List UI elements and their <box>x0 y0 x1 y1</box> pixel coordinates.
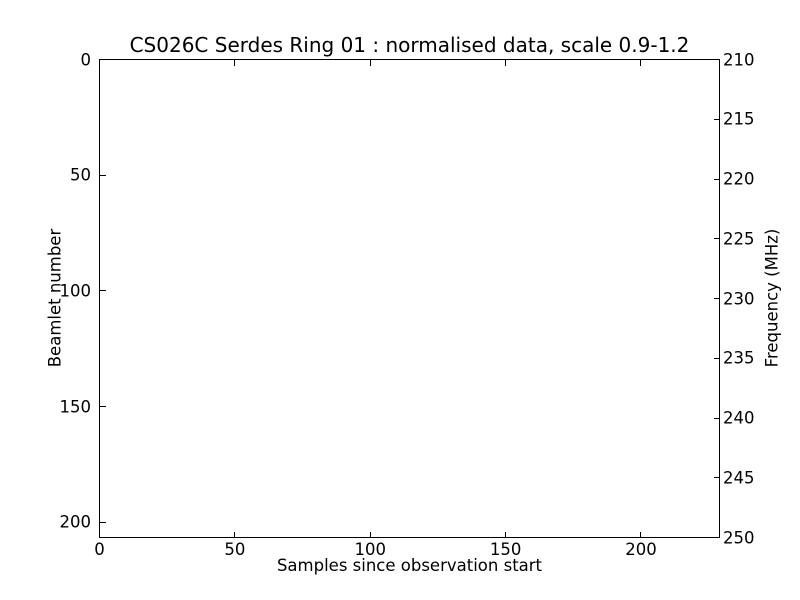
left-y-tick-label: 50 <box>70 165 91 185</box>
x-tick-label: 0 <box>94 540 105 559</box>
right-y-tick-label: 240 <box>723 408 755 428</box>
right-y-tick-mark <box>713 537 720 538</box>
x-tick-mark-top <box>505 59 507 66</box>
left-y-tick-label: 150 <box>59 397 92 417</box>
right-y-tick-mark <box>713 357 720 359</box>
right-y-tick-mark <box>713 477 720 479</box>
left-y-tick-mark <box>99 290 106 292</box>
right-y-tick-label: 245 <box>723 468 755 488</box>
x-tick-label: 100 <box>354 540 386 559</box>
right-y-tick-label: 250 <box>723 528 755 547</box>
left-y-tick-label: 0 <box>80 50 92 69</box>
right-y-tick-label: 220 <box>723 169 755 189</box>
x-tick-mark-top <box>369 59 371 66</box>
x-tick-mark-bottom <box>99 531 100 538</box>
x-tick-label: 200 <box>625 540 657 559</box>
chart-title: CS026C Serdes Ring 01 : normalised data,… <box>129 33 690 57</box>
right-y-axis-label: Frequency (MHz) <box>762 228 782 368</box>
left-y-tick-label: 100 <box>59 281 92 301</box>
right-y-tick-label: 225 <box>723 229 755 249</box>
right-y-tick-mark <box>713 298 720 299</box>
right-y-tick-mark <box>713 417 720 419</box>
x-tick-mark-bottom <box>369 531 371 538</box>
right-y-tick-label: 230 <box>723 289 755 308</box>
plot-area <box>99 59 720 538</box>
right-y-tick-mark <box>713 178 720 180</box>
right-y-tick-mark <box>713 238 720 240</box>
right-y-tick-label: 235 <box>723 348 755 368</box>
x-tick-label: 150 <box>489 540 522 559</box>
x-tick-mark-top <box>640 59 642 66</box>
x-tick-mark-top <box>234 59 236 66</box>
x-tick-mark-bottom <box>234 531 236 538</box>
x-tick-label: 50 <box>224 540 246 559</box>
x-axis-label: Samples since observation start <box>276 556 543 575</box>
left-y-tick-label: 200 <box>59 512 92 532</box>
right-y-tick-mark <box>713 118 720 120</box>
left-y-tick-mark <box>99 521 106 523</box>
right-y-tick-label: 210 <box>723 50 755 69</box>
left-y-tick-mark <box>99 174 106 176</box>
left-y-tick-mark <box>99 59 106 60</box>
x-tick-mark-bottom <box>505 531 507 538</box>
x-tick-mark-bottom <box>640 531 642 538</box>
x-tick-mark-top <box>99 59 100 66</box>
right-y-tick-label: 215 <box>723 109 755 129</box>
left-y-tick-mark <box>99 406 106 408</box>
right-y-tick-mark <box>713 59 720 60</box>
